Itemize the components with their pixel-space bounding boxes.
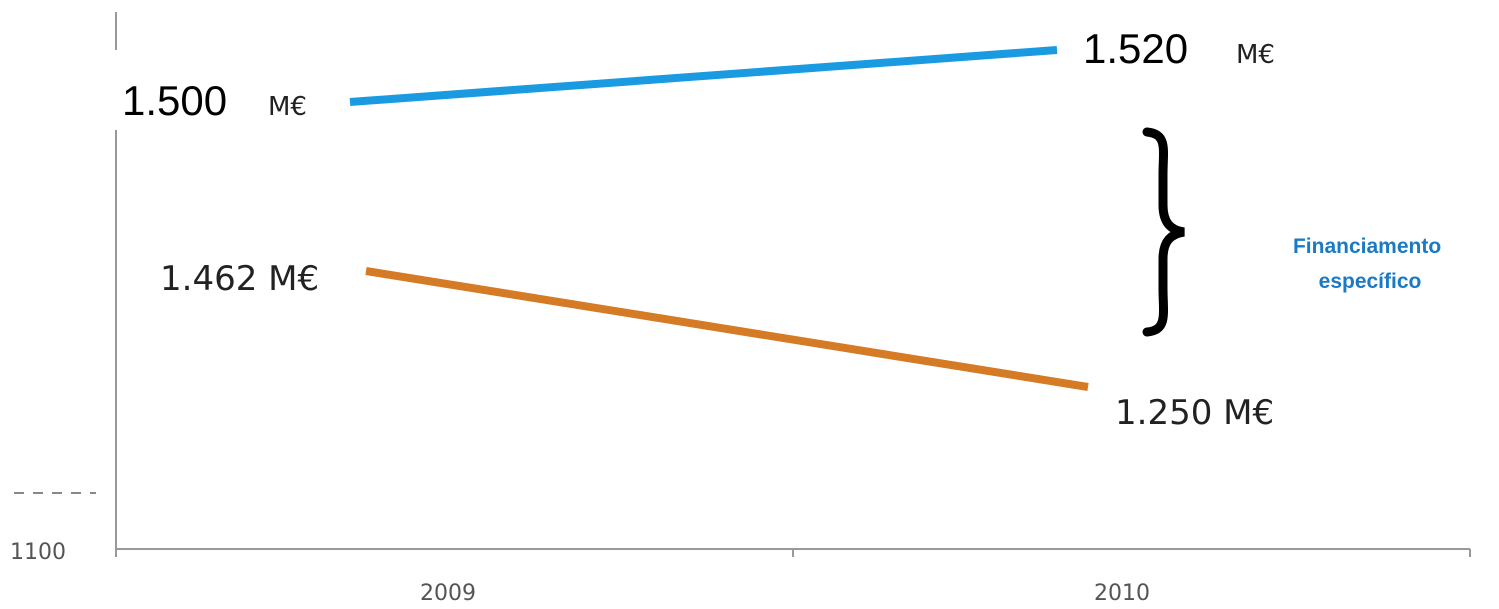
data-label-unit-blue-2009: M€ [268,92,307,122]
x-tick-label-2009: 2009 [420,581,476,606]
brace-annotation-line-2: específico [1319,270,1422,293]
data-label-blue-2009: 1.500 [122,77,227,124]
data-label-orange-2010: 1.250 M€ [1115,393,1274,433]
x-tick-label-2010: 2010 [1094,581,1150,606]
data-label-unit-blue-2010: M€ [1236,40,1275,70]
brace-annotation-line-1: Financiamento [1293,235,1441,258]
curly-brace-icon [1142,127,1185,337]
series-line-orange [365,267,1089,391]
series-line-blue [349,46,1058,106]
data-label-blue-2010: 1.520 [1083,25,1188,72]
data-label-orange-2009: 1.462 M€ [160,259,319,299]
y-tick-label: 1100 [10,540,66,565]
brace-annotation: Financiamento específico [1293,235,1447,293]
